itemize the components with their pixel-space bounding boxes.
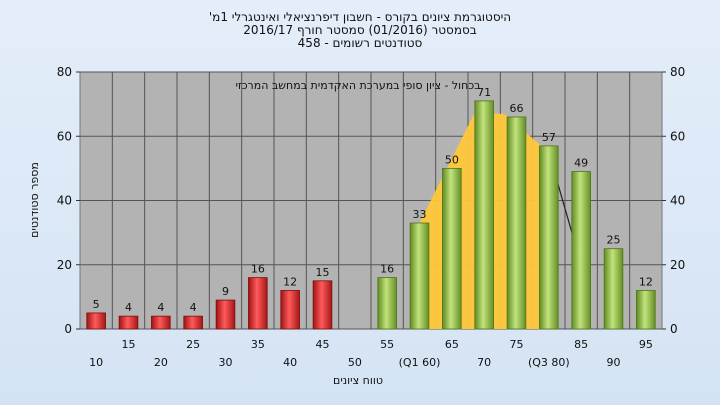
bar-value-label: 16 [380, 263, 394, 276]
chart-subtitle-semester: בסמסטר (01/2016) סמסטר חורף 2016/17 [243, 23, 477, 37]
bar-value-label: 5 [93, 298, 100, 311]
histogram-bar [603, 248, 624, 330]
chart-title: 'היסטוגרמת ציונים בקורס - חשבון דיפרנציא… [208, 10, 512, 24]
x-axis-label: טווח ציונים [333, 374, 383, 387]
y-tick-label-right: 0 [670, 322, 678, 336]
bar-value-label: 16 [251, 263, 265, 276]
histogram-bar [474, 100, 494, 330]
bar-value-label: 4 [190, 301, 197, 314]
y-tick-label-right: 80 [670, 65, 685, 79]
y-tick-label-right: 60 [670, 129, 685, 143]
x-tick-label: 50 [348, 356, 362, 369]
bar-value-label: 4 [157, 301, 164, 314]
y-tick-label-left: 80 [57, 65, 72, 79]
histogram-bar [183, 315, 203, 330]
histogram-bar [312, 280, 333, 330]
x-tick-label: 75 [510, 338, 524, 351]
histogram-bar [215, 299, 236, 330]
x-tick-label: 55 [380, 338, 394, 351]
bar-value-label: 25 [607, 234, 621, 247]
y-axis-label: מספר סטודנטים [28, 162, 41, 238]
histogram-bar [248, 277, 268, 330]
histogram-bar [86, 312, 106, 330]
bar-value-label: 4 [125, 301, 132, 314]
bar-value-label: 33 [413, 208, 427, 221]
bar-value-label: 9 [222, 285, 229, 298]
bar-value-label: 66 [510, 102, 524, 115]
bar-value-label: 71 [477, 86, 491, 99]
histogram-bar [539, 145, 559, 330]
x-tick-label: 70 [477, 356, 491, 369]
x-tick-label: 65 [445, 338, 459, 351]
chart-subtitle-students: סטודנטים רשומים - 458 [297, 36, 423, 50]
histogram-bar [506, 116, 527, 330]
x-tick-label: 20 [154, 356, 168, 369]
y-tick-label-left: 40 [57, 194, 72, 208]
histogram-bar [151, 315, 171, 330]
y-tick-label-left: 60 [57, 129, 72, 143]
y-tick-label-right: 40 [670, 194, 685, 208]
x-tick-label: (Q1 60) [399, 356, 441, 369]
histogram-bar [377, 277, 397, 330]
histogram-bar [280, 290, 300, 330]
x-tick-label: 25 [186, 338, 200, 351]
x-tick-label: 15 [122, 338, 136, 351]
y-tick-label-left: 0 [64, 322, 72, 336]
bar-value-label: 12 [283, 275, 297, 288]
bar-value-label: 50 [445, 153, 459, 166]
bar-value-label: 57 [542, 131, 556, 144]
bar-value-label: 12 [639, 275, 653, 288]
y-tick-label-left: 20 [57, 258, 72, 272]
histogram-bar [571, 171, 591, 330]
bar-value-label: 49 [574, 157, 588, 170]
y-tick-label-right: 20 [670, 258, 685, 272]
x-tick-label: 85 [574, 338, 588, 351]
x-tick-label: 45 [316, 338, 330, 351]
x-tick-label: 95 [639, 338, 653, 351]
x-tick-label: 30 [219, 356, 233, 369]
x-tick-label: 40 [283, 356, 297, 369]
chart-annotation: בכחול - ציון סופי במערכת האקדמית במחשב ה… [235, 79, 480, 92]
histogram-bar [118, 315, 139, 330]
histogram-bar [409, 222, 430, 330]
bar-value-label: 15 [316, 266, 330, 279]
histogram-bar [442, 167, 462, 330]
x-tick-label: 90 [607, 356, 621, 369]
x-tick-label: (Q3 80) [528, 356, 570, 369]
histogram-bar [636, 290, 656, 330]
x-tick-label: 10 [89, 356, 103, 369]
x-tick-label: 35 [251, 338, 265, 351]
